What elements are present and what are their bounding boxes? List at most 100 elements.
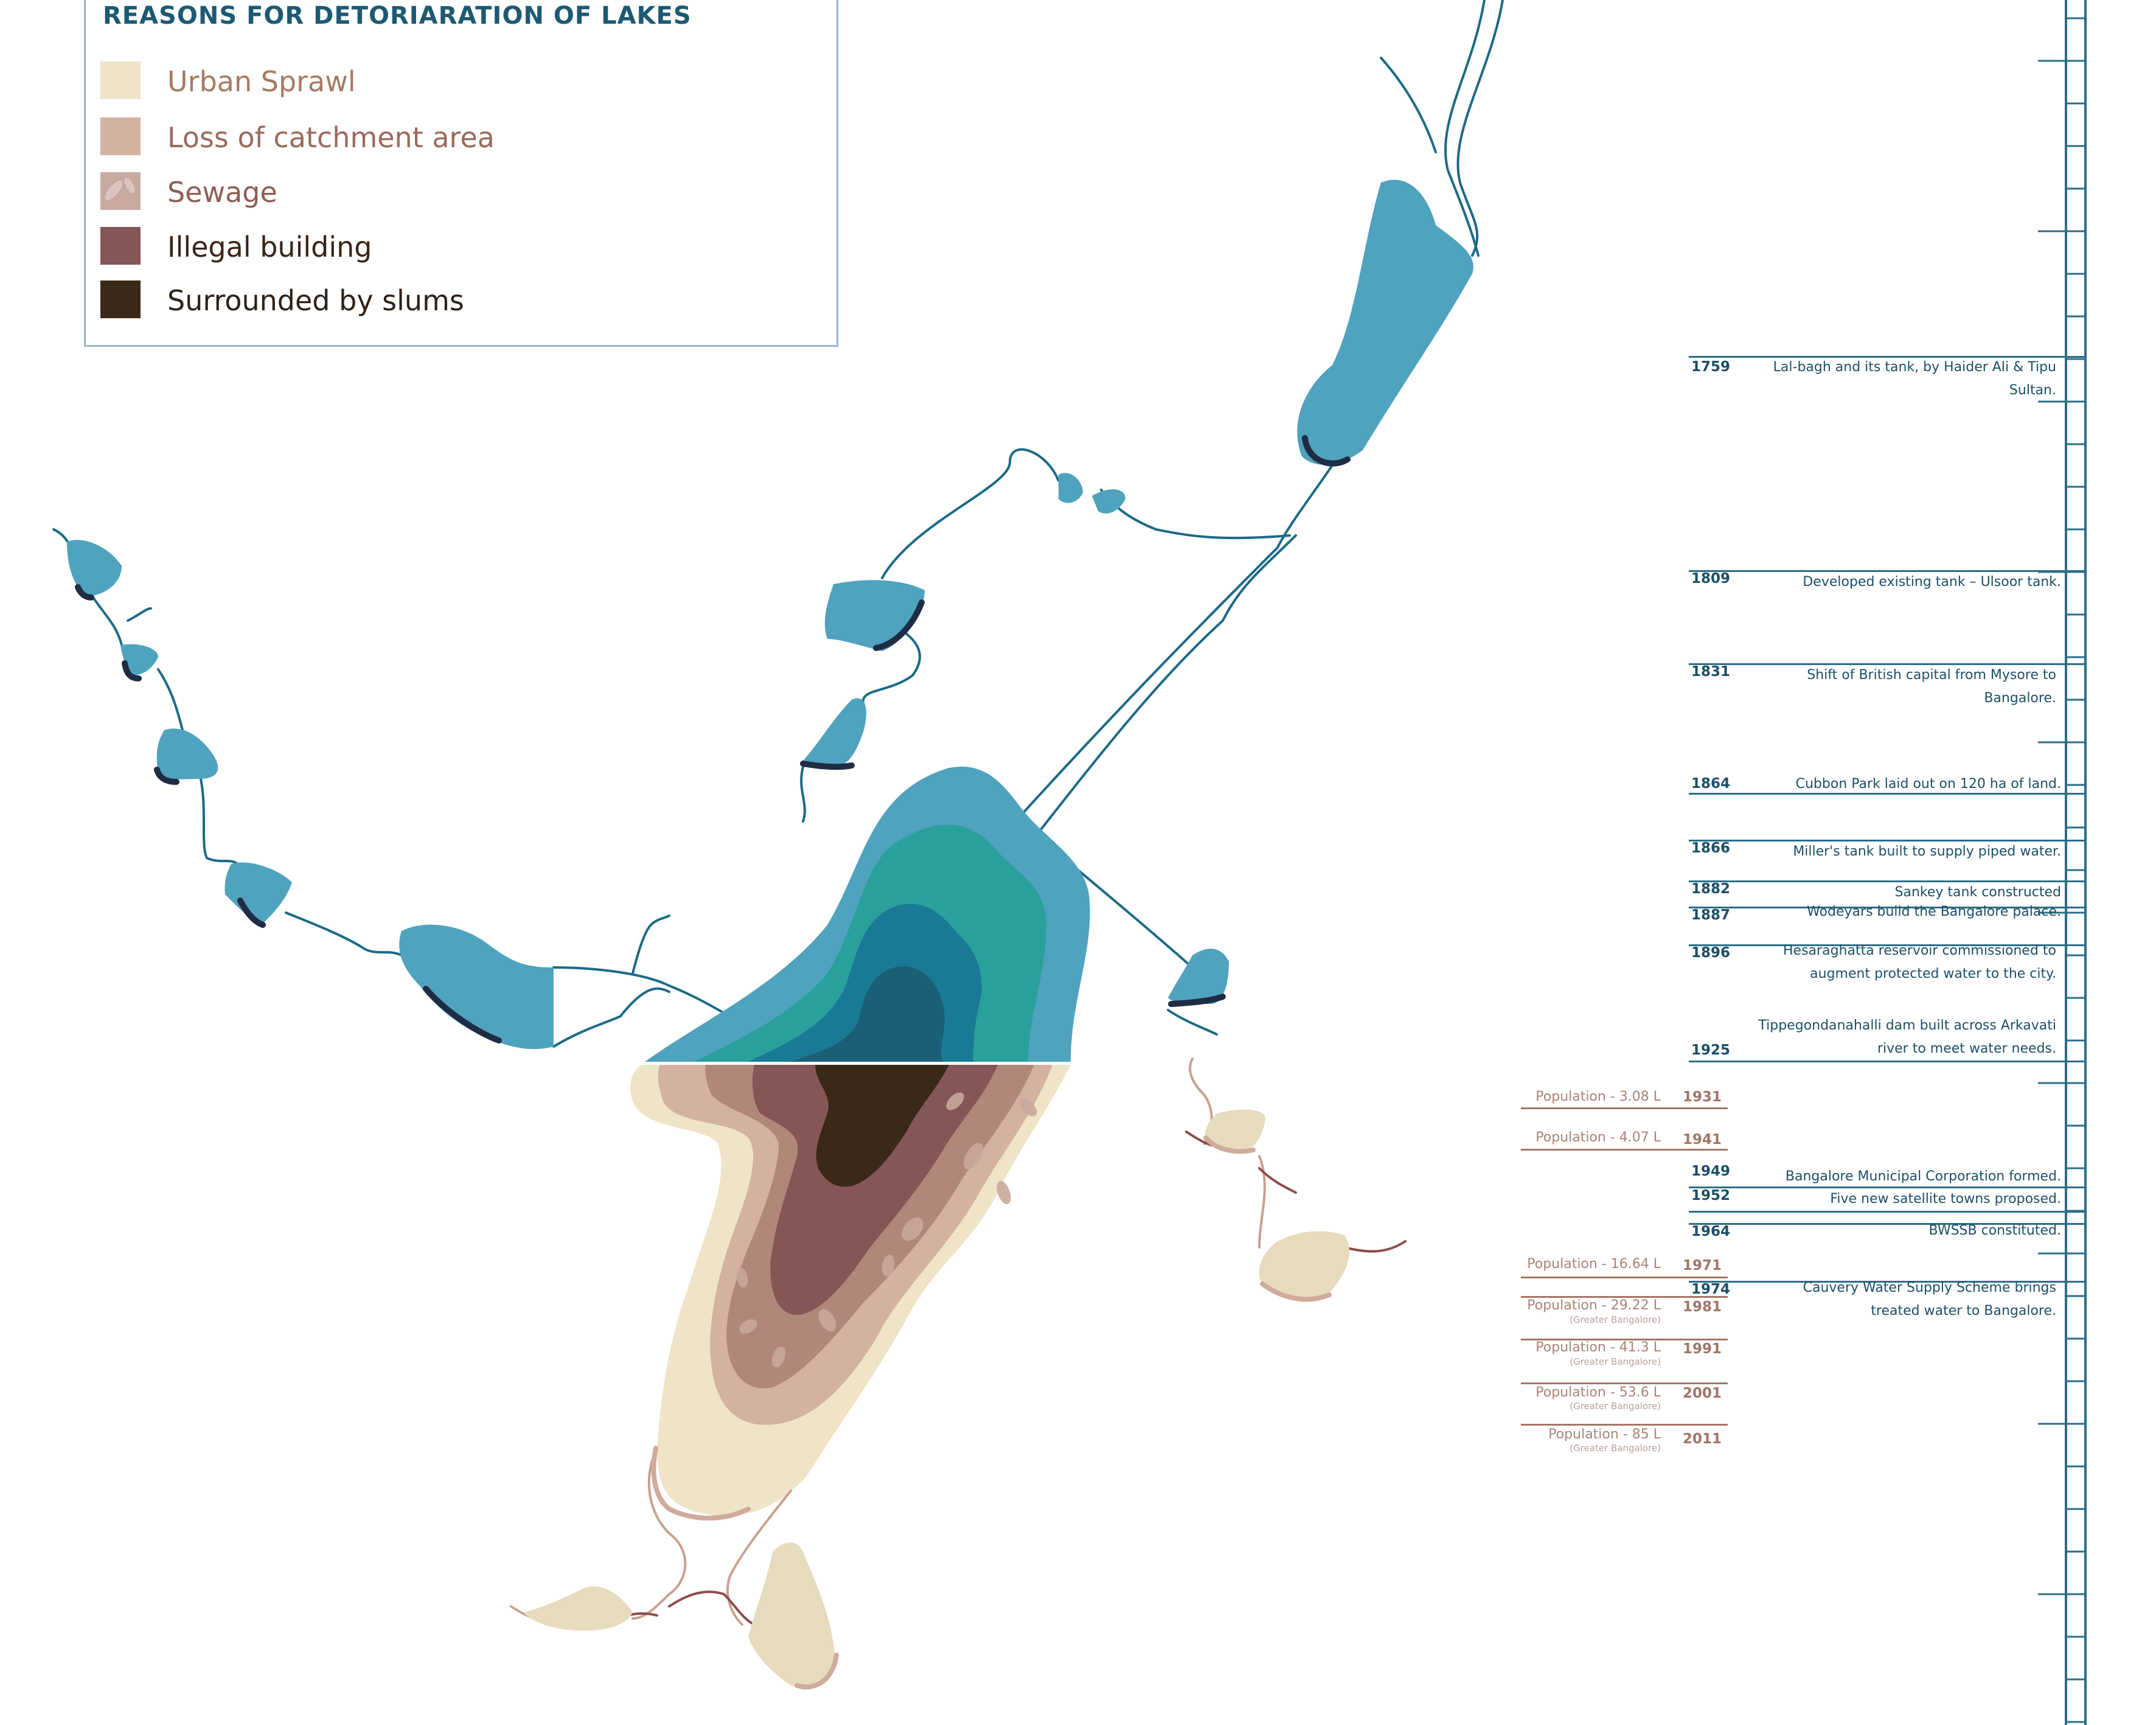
timeline-rule <box>1689 880 2085 882</box>
population-label: Population - 85 L <box>1548 1427 1661 1442</box>
stream <box>1167 1009 1218 1036</box>
lake <box>156 728 218 779</box>
event-year: 1831 <box>1691 664 1731 680</box>
event-text: Hesaraghatta reservoir commissioned to a… <box>1783 943 2056 981</box>
stream <box>1380 57 1437 153</box>
population-year: 1981 <box>1683 1299 1722 1315</box>
timeline-rule <box>1689 663 2085 665</box>
population-year: 1971 <box>1683 1258 1722 1274</box>
lake-edge <box>800 761 855 770</box>
stream <box>200 778 238 865</box>
legend-label: Urban Sprawl <box>167 65 356 98</box>
stream <box>1009 455 1340 829</box>
polluted-stream <box>1258 1167 1297 1194</box>
dry-lake-edge <box>1260 1281 1332 1302</box>
lake-contour-deepest <box>791 966 945 1062</box>
central-deterioration <box>630 1065 1071 1516</box>
population-year: 2011 <box>1683 1431 1722 1447</box>
population-rule <box>1521 1382 1728 1384</box>
legend-title: REASONS FOR DETORIARATION OF LAKES <box>103 2 692 30</box>
stream <box>800 765 806 823</box>
stream <box>1444 0 1486 257</box>
lake <box>67 540 122 596</box>
population-sub: (Greater Bangalore) <box>1570 1443 1661 1454</box>
event-year: 1864 <box>1691 776 1731 792</box>
legend-swatch <box>100 172 141 210</box>
legend-swatch <box>100 117 141 155</box>
lake-edge <box>154 767 179 785</box>
lake <box>120 644 158 675</box>
event-year: 1964 <box>1691 1224 1731 1239</box>
timeline-rule <box>1689 840 2085 842</box>
lake <box>1092 489 1125 514</box>
population-year: 2001 <box>1683 1385 1722 1401</box>
event-year: 1925 <box>1691 1042 1731 1058</box>
stream <box>1027 534 1297 847</box>
event-text: Shift of British capital from Mysore to … <box>1807 667 2056 706</box>
event-text: BWSSB constituted. <box>1928 1223 2061 1238</box>
population-rule <box>1521 1149 1728 1151</box>
population-label: Population - 3.08 L <box>1535 1089 1661 1104</box>
stream <box>157 668 184 731</box>
legend-label: Illegal building <box>167 231 372 263</box>
event-year: 1896 <box>1691 945 1731 961</box>
dry-lake-edges <box>651 1135 1332 1690</box>
lake-edges <box>75 435 1351 1044</box>
population-year: 1931 <box>1683 1089 1722 1105</box>
population-year: 1941 <box>1683 1132 1722 1148</box>
event-text: Wodeyars build the Bangalore palace. <box>1807 904 2061 919</box>
stream <box>631 915 670 975</box>
stream <box>285 911 403 957</box>
lake <box>224 862 292 925</box>
lake-edge <box>237 897 266 928</box>
event-year: 1949 <box>1691 1163 1731 1179</box>
legend-label: Sewage <box>167 176 277 209</box>
population-label: Population - 4.07 L <box>1535 1130 1661 1145</box>
lake <box>824 580 925 651</box>
polluted-stream <box>668 1591 756 1626</box>
lake <box>399 924 554 1050</box>
timeline-rule <box>1689 944 2085 946</box>
event-year: 1952 <box>1691 1188 1731 1204</box>
legend-swatch <box>100 227 141 265</box>
lake-edge <box>1302 435 1351 467</box>
sewage-flecks <box>736 1092 1037 1368</box>
event-text: Cubbon Park laid out on 120 ha of land. <box>1795 776 2061 792</box>
dry-stream <box>726 1490 792 1626</box>
timeline-rule <box>1689 793 2085 795</box>
streams <box>52 0 1504 1048</box>
timeline-rule <box>1689 356 2085 358</box>
event-text: Tippegondanahalli dam built across Arkav… <box>1758 1018 2056 1056</box>
legend-swatch <box>100 61 141 99</box>
event-year: 1887 <box>1691 907 1731 923</box>
dry-lake-edge <box>795 1653 839 1690</box>
slum-contour <box>815 1065 949 1187</box>
timeline-rule <box>1689 907 2085 908</box>
population-label: Population - 29.22 L <box>1527 1298 1661 1313</box>
population-sub: (Greater Bangalore) <box>1570 1314 1661 1325</box>
event-text: Lal-bagh and its tank, by Haider Ali & T… <box>1773 360 2056 398</box>
dry-lakes <box>523 1109 1350 1687</box>
population-sub: (Greater Bangalore) <box>1570 1356 1661 1367</box>
event-text: Developed existing tank – Ulsoor tank. <box>1803 574 2061 590</box>
lake <box>1059 473 1083 503</box>
dry-lake <box>523 1586 633 1631</box>
lake <box>1297 179 1473 465</box>
population-rule <box>1521 1107 1728 1109</box>
dry-stream <box>1258 1155 1266 1249</box>
lake <box>803 698 866 770</box>
population-sub: (Greater Bangalore) <box>1570 1401 1661 1412</box>
timeline-rule <box>1689 1061 2085 1062</box>
dry-lake-edge <box>651 1446 751 1521</box>
timeline-scale <box>2038 0 2087 1725</box>
dry-lake <box>1259 1231 1350 1299</box>
legend-swatch <box>100 281 141 318</box>
event-year: 1866 <box>1691 840 1731 856</box>
lake-edge <box>1168 994 1226 1007</box>
dry-lake <box>748 1542 835 1687</box>
dry-lake <box>1205 1109 1265 1153</box>
legend-label: Loss of catchment area <box>167 121 495 154</box>
stream <box>1100 489 1291 540</box>
stream <box>1456 0 1504 257</box>
